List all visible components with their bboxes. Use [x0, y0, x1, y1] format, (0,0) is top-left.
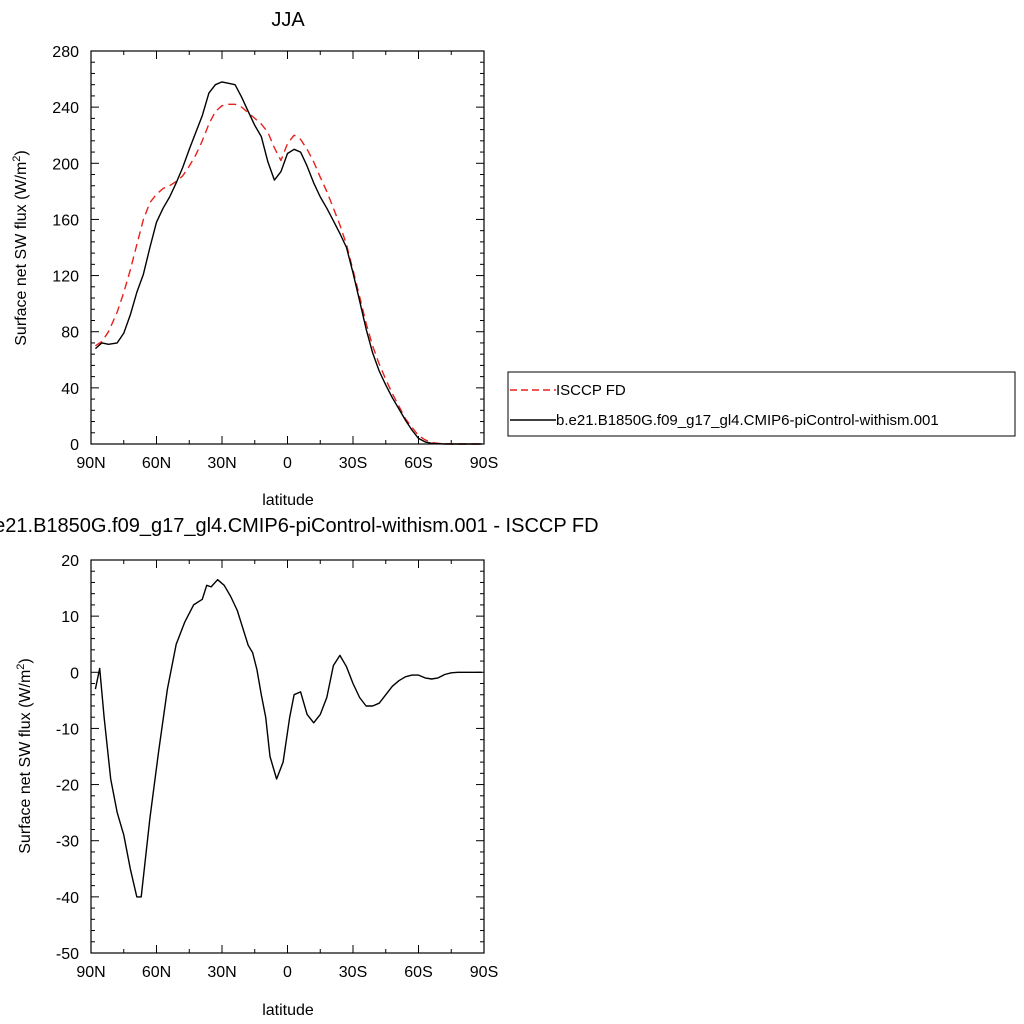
y-tick-label: 160 — [52, 212, 79, 229]
legend: ISCCP FD b.e21.B1850G.f09_g17_gl4.CMIP6-… — [507, 371, 1016, 437]
series-line-isccp — [95, 103, 482, 445]
panel-bottom-title: b.e21.B1850G.f09_g17_gl4.CMIP6-piControl… — [0, 515, 599, 537]
x-tick-label: 30N — [207, 455, 236, 472]
y-tick-label: -20 — [56, 778, 79, 795]
y-tick-label: 120 — [52, 269, 79, 286]
panel-top-ylabel: Surface net SW flux (W/m2) — [11, 150, 30, 346]
x-tick-label: 60N — [142, 455, 171, 472]
y-tick-label: 40 — [61, 381, 79, 398]
x-tick-label: 30S — [339, 964, 367, 981]
y-tick-label: 20 — [61, 553, 79, 570]
legend-label-model: b.e21.B1850G.f09_g17_gl4.CMIP6-piControl… — [556, 412, 939, 429]
series-line-model — [94, 81, 482, 445]
legend-label-isccp: ISCCP FD — [556, 382, 626, 399]
panel-top-xlabel: latitude — [262, 492, 314, 509]
panel-top-plot-area — [94, 81, 482, 445]
x-tick-label: 90S — [470, 455, 498, 472]
panel-bottom-frame — [90, 559, 485, 954]
x-tick-label: 90N — [76, 964, 105, 981]
panel-bottom-ylabel: Surface net SW flux (W/m2) — [15, 658, 34, 854]
panel-bottom-axes: 90N 60N 30N 0 30S 60S 90S -50 -40 -30 -20 -10 0 10 20 — [56, 553, 498, 981]
panel-top-frame — [90, 50, 485, 445]
x-tick-label: 0 — [283, 964, 292, 981]
legend-box — [507, 371, 1016, 437]
panel-bottom: b.e21.B1850G.f09_g17_gl4.CMIP6-piControl… — [0, 515, 599, 1019]
panel-top: JJA 90N 60N 30N 0 30S 60S 90S 0 40 80 120 160 200 240… — [11, 9, 498, 509]
x-tick-label: 60S — [404, 455, 432, 472]
y-tick-label: -10 — [56, 721, 79, 738]
series-line-difference — [94, 579, 482, 898]
x-tick-label: 0 — [283, 455, 292, 472]
y-tick-label: -50 — [56, 946, 79, 963]
panel-bottom-plot-area — [94, 579, 482, 898]
y-tick-label: -40 — [56, 890, 79, 907]
y-tick-label: 0 — [70, 665, 79, 682]
y-tick-label: 200 — [52, 156, 79, 173]
y-tick-label: 10 — [61, 609, 79, 626]
x-tick-label: 90N — [76, 455, 105, 472]
x-tick-label: 90S — [470, 964, 498, 981]
y-tick-label: 240 — [52, 100, 79, 117]
panel-top-axes: 90N 60N 30N 0 30S 60S 90S 0 40 80 120 160 200 240 280 — [52, 44, 498, 472]
x-tick-label: 60N — [142, 964, 171, 981]
y-tick-label: 80 — [61, 325, 79, 342]
panel-top-title: JJA — [271, 9, 305, 31]
x-tick-label: 60S — [404, 964, 432, 981]
x-tick-label: 30N — [207, 964, 236, 981]
y-tick-label: 280 — [52, 44, 79, 61]
panel-bottom-xlabel: latitude — [262, 1002, 314, 1019]
y-tick-label: 0 — [70, 437, 79, 454]
x-tick-label: 30S — [339, 455, 367, 472]
y-tick-label: -30 — [56, 834, 79, 851]
